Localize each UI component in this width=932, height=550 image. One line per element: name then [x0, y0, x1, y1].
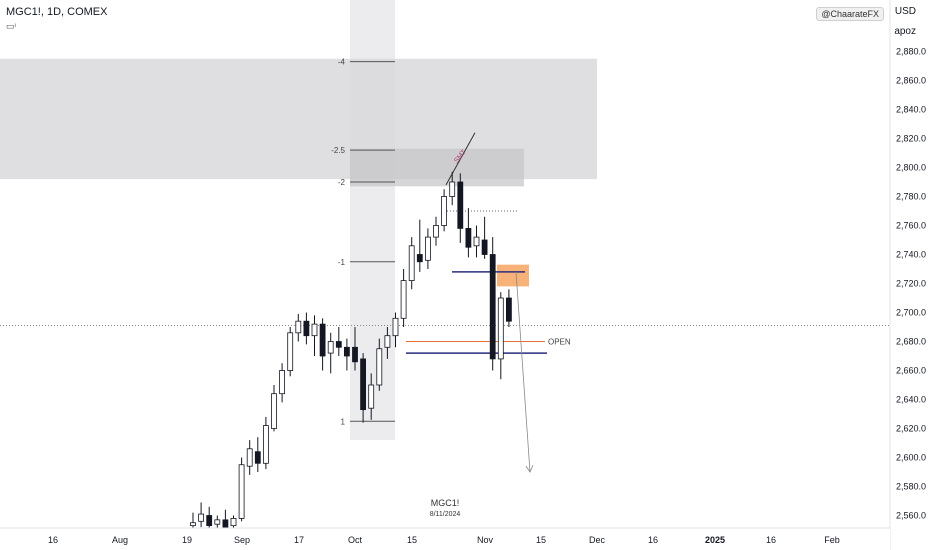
candle-body [392, 317, 399, 337]
candle-body [400, 280, 407, 319]
time-axis [0, 528, 890, 550]
candle-body [238, 464, 245, 519]
candle-body [222, 519, 229, 528]
y-tick-label: 2,560.0 [896, 511, 926, 521]
symbol-title[interactable]: MGC1!, 1D, COMEX [6, 6, 108, 18]
candle-body [352, 346, 358, 363]
y-tick-label: 2,620.0 [896, 424, 926, 434]
candle-body [287, 332, 294, 371]
x-tick-label: 16 [766, 535, 776, 545]
x-tick-label: Aug [112, 535, 128, 545]
y-tick-label: 2,660.0 [896, 366, 926, 376]
x-tick-label: 16 [48, 535, 58, 545]
candle-body [335, 341, 342, 348]
candle-body [206, 515, 213, 527]
candle-body [295, 320, 302, 334]
candle-body [190, 522, 196, 527]
author-badge: @ChaarateFX [816, 7, 884, 21]
y-tick-label: 2,640.0 [896, 395, 926, 405]
candle-body [457, 181, 464, 229]
y-tick-label: 2,600.0 [896, 453, 926, 463]
x-tick-label: Oct [348, 535, 363, 545]
indicator-icon[interactable]: ▭ᶦ [6, 21, 16, 31]
smt-line [445, 132, 476, 186]
y-tick-label: 2,720.0 [896, 279, 926, 289]
x-tick-label: 17 [294, 535, 304, 545]
price-axis [890, 0, 932, 550]
candle-body [262, 425, 269, 464]
y-tick-label: 2,820.0 [896, 134, 926, 144]
x-tick-label: 15 [407, 535, 417, 545]
candle-body [408, 245, 415, 282]
y-tick-label: 2,700.0 [896, 308, 926, 318]
candle-body [384, 335, 391, 348]
candle-body [343, 346, 350, 357]
x-tick-label: Sep [234, 535, 250, 545]
candle-body [473, 236, 480, 247]
price-axis-label: apoz [894, 26, 916, 37]
x-tick-label: Feb [824, 535, 840, 545]
candle-body [246, 448, 253, 467]
y-tick-label: 2,580.0 [896, 482, 926, 492]
candle-body [368, 384, 375, 409]
y-tick-label: 2,760.0 [896, 221, 926, 231]
candle-body [465, 227, 472, 248]
x-tick-label: 19 [182, 535, 192, 545]
y-tick-label: 2,780.0 [896, 192, 926, 202]
open-label: OPEN [548, 338, 571, 347]
candle-body [279, 370, 286, 395]
x-tick-label: Nov [477, 535, 494, 545]
candle-body [230, 518, 237, 527]
x-tick-label: Dec [589, 535, 606, 545]
y-tick-label: 2,840.0 [896, 105, 926, 115]
candle-body [441, 196, 448, 226]
candle-body [497, 297, 504, 360]
y-tick-label: 2,740.0 [896, 250, 926, 260]
order-block [497, 264, 529, 287]
y-tick-label: 2,800.0 [896, 163, 926, 173]
inner-zone [350, 148, 524, 187]
fib-label-1: -2.5 [331, 146, 345, 155]
candle-body [449, 181, 456, 197]
y-tick-label: 2,880.0 [896, 47, 926, 57]
candle-body [303, 320, 310, 337]
candle-body [376, 348, 383, 386]
candle-body [327, 341, 334, 354]
candle-body [360, 358, 367, 411]
y-tick-label: 2,860.0 [896, 76, 926, 86]
candle-body [489, 254, 496, 360]
candle-body [254, 451, 261, 464]
fib-label-2: -2 [338, 178, 346, 187]
x-tick-label: 16 [648, 535, 658, 545]
y-tick-label: 2,680.0 [896, 337, 926, 347]
candle-body [424, 236, 431, 261]
candle-body [416, 254, 423, 263]
fib-label-4: 1 [341, 417, 346, 426]
candle-body [271, 393, 277, 429]
candle-body [198, 513, 205, 522]
candle-body [481, 239, 488, 255]
candle-body [505, 297, 512, 322]
x-tick-label: 2025 [705, 535, 725, 545]
candle-body [311, 323, 318, 337]
fib-label-0: -4 [338, 58, 346, 67]
candle-body [214, 519, 221, 525]
candle-body [433, 225, 439, 238]
projection-arrow [515, 271, 531, 473]
fib-label-3: -1 [338, 258, 346, 267]
currency-label[interactable]: USD [894, 6, 916, 17]
projection-arrowhead [525, 464, 534, 473]
x-tick-label: 15 [536, 535, 546, 545]
candle-body [319, 323, 326, 357]
